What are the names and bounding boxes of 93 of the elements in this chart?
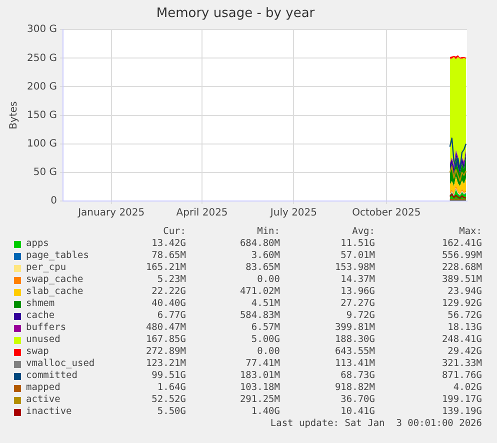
text: 5.23M [157, 274, 186, 286]
text: 471.02M [240, 286, 280, 298]
legend-label: swap [26, 346, 49, 358]
text: 56.72G [448, 310, 482, 322]
text: 123.21M [146, 358, 186, 370]
legend-label: active [26, 394, 60, 406]
legend-label: unused [26, 334, 60, 346]
y-tick-label: 250 G [27, 52, 58, 64]
legend-label: per_cpu [26, 262, 66, 274]
text: 52.52G [152, 394, 186, 406]
text: 4.51M [251, 298, 280, 310]
text: 77.41M [246, 358, 280, 370]
y-tick-label: 0 [50, 196, 58, 207]
text: 11.51G [340, 238, 375, 250]
text: 27.27G [340, 298, 375, 310]
text: 556.99M [442, 250, 482, 262]
text: 0.00 [257, 346, 280, 358]
y-tick-label: 300 G [27, 24, 58, 36]
legend-label: mapped [26, 382, 60, 394]
text: Min: [257, 226, 280, 238]
text: 6.57M [251, 322, 280, 334]
legend-label: cache [26, 310, 55, 322]
legend-label: page_tables [26, 250, 89, 262]
text: 480.47M [146, 322, 186, 334]
x-tick-label: January 2025 [77, 208, 145, 219]
text: 272.89M [146, 346, 186, 358]
text: 29.42G [448, 346, 482, 358]
text: 291.25M [240, 394, 280, 406]
text: 129.92G [442, 298, 482, 310]
x-tick-label: July 2025 [269, 208, 318, 219]
text: 584.83M [240, 310, 280, 322]
text: 871.76G [442, 370, 482, 382]
chart-title: Memory usage - by year [156, 6, 316, 22]
legend-label: committed [26, 370, 78, 382]
text: 199.17G [442, 394, 482, 406]
y-tick-label: 100 G [27, 138, 58, 150]
text: Last update: Sat Jan 3 00:01:00 2026 [270, 418, 482, 430]
text: 113.41M [334, 358, 375, 370]
text: 0.00 [257, 274, 280, 286]
text: 13.96G [340, 286, 375, 298]
legend-label: vmalloc_used [26, 358, 95, 370]
text: 6.77G [157, 310, 186, 322]
text: 153.98M [334, 262, 375, 274]
text: 643.55M [334, 346, 375, 358]
y-axis-title: Bytes [8, 101, 20, 130]
text: 1.40G [251, 406, 280, 418]
text: 83.65M [246, 262, 280, 274]
text: 399.81M [334, 322, 375, 334]
text: 5.50G [157, 406, 186, 418]
legend-label: slab_cache [26, 286, 84, 298]
text: 167.85G [146, 334, 186, 346]
text: Cur: [163, 226, 186, 238]
text: 4.02G [453, 382, 482, 394]
y-tick-label: 150 G [27, 110, 58, 121]
text: 248.41G [442, 334, 482, 346]
text: Avg: [352, 226, 375, 238]
text: 103.18M [240, 382, 280, 394]
text: 57.01M [340, 250, 375, 262]
legend-label: shmem [26, 298, 55, 310]
legend-label: buffers [26, 322, 66, 334]
x-tick-label: October 2025 [352, 208, 421, 219]
text: 40.40G [152, 298, 186, 310]
text: 13.42G [152, 238, 186, 250]
text: 228.68M [442, 262, 482, 274]
text: 165.21M [146, 262, 186, 274]
legend-label: apps [26, 238, 49, 250]
x-tick-label: April 2025 [176, 208, 228, 219]
text: 183.01M [240, 370, 280, 382]
text: 389.51M [442, 274, 482, 286]
text: 684.80M [240, 238, 280, 250]
text: 9.72G [346, 310, 375, 322]
text: 78.65M [152, 250, 186, 262]
text: 5.00G [251, 334, 280, 346]
y-tick-label: 200 G [27, 81, 58, 92]
legend-label: inactive [26, 406, 72, 418]
text: 3.60M [251, 250, 280, 262]
text: 68.73G [340, 370, 375, 382]
legend-label: swap_cache [26, 274, 84, 286]
text: 99.51G [152, 370, 186, 382]
text: 139.19G [442, 406, 482, 418]
text: 162.41G [442, 238, 482, 250]
text: 918.82M [334, 382, 375, 394]
text: 18.13G [448, 322, 482, 334]
text: 23.94G [448, 286, 482, 298]
text: 10.41G [340, 406, 375, 418]
text: Max: [459, 226, 482, 238]
y-tick-label: 50 G [33, 167, 58, 178]
text: 321.33M [442, 358, 482, 370]
text: 1.64G [157, 382, 186, 394]
text: 14.37M [340, 274, 375, 286]
text: 36.70G [340, 394, 375, 406]
text: 188.30G [334, 334, 375, 346]
text: 22.22G [152, 286, 186, 298]
